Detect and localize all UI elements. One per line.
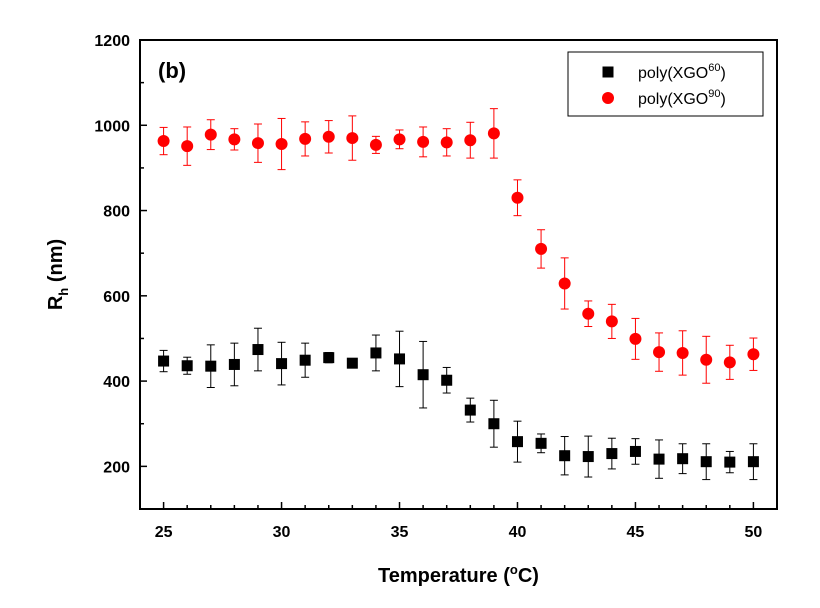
y-axis-title-tail: (nm) [45, 239, 67, 288]
point-xgo60 [653, 453, 665, 465]
point-xgo90 [393, 133, 406, 146]
y-tick-label: 400 [103, 374, 130, 391]
point-xgo60 [464, 404, 476, 416]
point-xgo90 [676, 346, 689, 359]
legend-label-xgo90: poly(XGO90) [638, 88, 726, 108]
point-xgo90 [511, 191, 524, 204]
legend-label-xgo60: poly(XGO60) [638, 62, 726, 82]
plot-frame [139, 39, 778, 510]
y-tick-label: 600 [103, 289, 130, 306]
panel-label: (b) [158, 58, 186, 83]
point-xgo90 [653, 346, 666, 359]
point-xgo90 [228, 133, 241, 146]
y-tick-label: 800 [103, 204, 130, 221]
point-xgo90 [700, 353, 713, 366]
point-xgo60 [205, 360, 217, 372]
point-xgo90 [417, 135, 430, 148]
x-tick-label: 30 [273, 524, 291, 541]
point-xgo90 [157, 135, 170, 148]
point-xgo90 [440, 136, 453, 149]
point-xgo60 [252, 344, 264, 356]
point-xgo90 [487, 127, 500, 140]
legend-box [567, 51, 764, 117]
point-xgo90 [251, 137, 264, 150]
point-xgo60 [677, 453, 689, 465]
point-xgo90 [535, 242, 548, 255]
point-xgo60 [582, 451, 594, 463]
y-tick-label: 1000 [94, 118, 130, 135]
point-xgo60 [276, 358, 288, 370]
x-axis-title-sup: o [510, 562, 518, 577]
point-xgo90 [582, 307, 595, 320]
point-xgo60 [323, 352, 335, 364]
point-xgo60 [299, 354, 311, 366]
point-xgo60 [346, 357, 358, 369]
point-xgo60 [629, 445, 641, 457]
point-xgo90 [346, 132, 359, 145]
point-xgo90 [181, 140, 194, 153]
x-axis-title-main: Temperature ( [378, 565, 510, 587]
x-axis-title: Temperature (oC) [378, 562, 539, 587]
data-markers [157, 127, 760, 468]
point-xgo60 [535, 437, 547, 449]
y-axis-title-sub: h [56, 288, 71, 296]
x-tick-label: 35 [391, 524, 409, 541]
point-xgo60 [417, 369, 429, 381]
point-xgo90 [723, 356, 736, 369]
point-xgo90 [204, 128, 217, 141]
point-xgo90 [605, 315, 618, 328]
point-xgo90 [464, 134, 477, 147]
point-xgo60 [724, 456, 736, 468]
x-axis-title-tail: C) [518, 565, 539, 587]
point-xgo60 [394, 353, 406, 365]
x-tick-label: 40 [509, 524, 527, 541]
y-tick-label: 200 [103, 459, 130, 476]
legend: poly(XGO60) poly(XGO90) [567, 51, 764, 117]
point-xgo90 [275, 138, 288, 151]
point-xgo60 [181, 360, 193, 372]
point-xgo90 [369, 138, 382, 151]
legend-marker-xgo60 [602, 66, 614, 78]
error-bars [159, 108, 758, 481]
point-xgo60 [441, 374, 453, 386]
point-xgo60 [700, 456, 712, 468]
point-xgo90 [299, 132, 312, 145]
point-xgo60 [370, 347, 382, 359]
point-xgo60 [606, 448, 618, 460]
y-axis-title-main: R [45, 295, 67, 310]
point-xgo60 [158, 355, 170, 367]
point-xgo90 [747, 348, 760, 361]
legend-marker-xgo90 [602, 92, 614, 104]
point-xgo60 [228, 358, 240, 370]
x-tick-label: 25 [155, 524, 173, 541]
point-xgo60 [511, 436, 523, 448]
tick-labels: 25 30 35 40 45 50 200 400 600 800 1000 1200 [94, 33, 762, 541]
point-xgo60 [488, 418, 500, 430]
y-axis-title: Rh (nm) [45, 239, 71, 310]
x-tick-label: 50 [745, 524, 763, 541]
point-xgo60 [747, 456, 759, 468]
point-xgo90 [629, 332, 642, 345]
x-tick-label: 45 [627, 524, 645, 541]
point-xgo90 [322, 130, 335, 143]
y-tick-label: 1200 [94, 33, 130, 50]
point-xgo60 [559, 450, 571, 462]
point-xgo90 [558, 277, 571, 290]
